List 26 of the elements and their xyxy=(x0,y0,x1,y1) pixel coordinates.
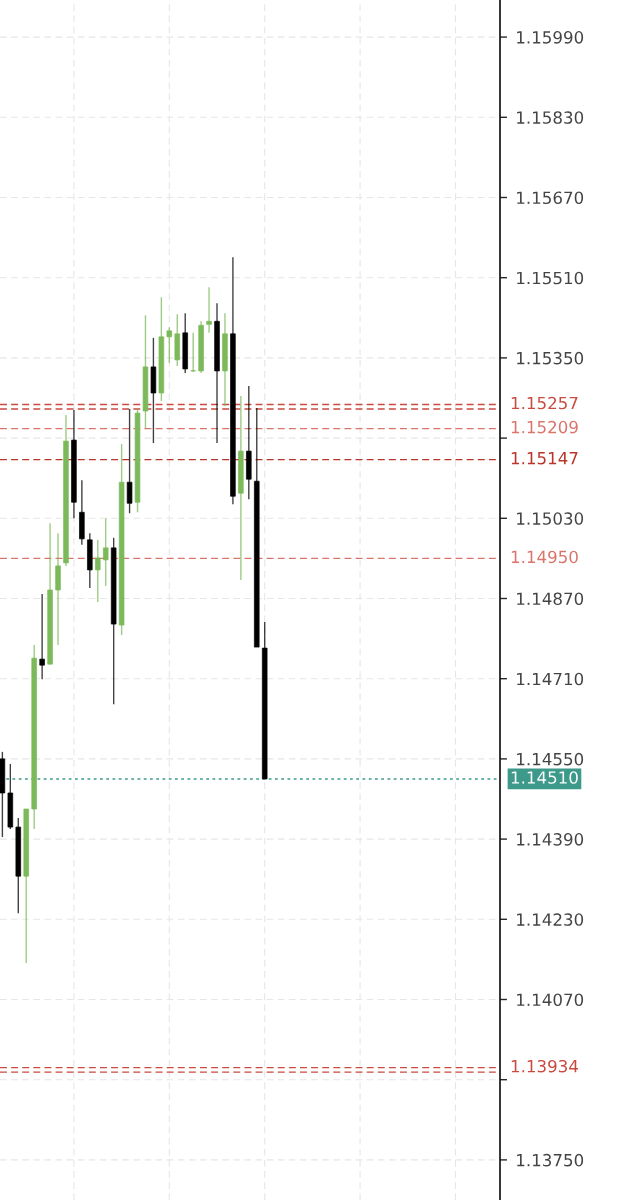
y-tick-label: 1.15830 xyxy=(517,111,584,124)
ref-line-label: 1.15257 xyxy=(511,396,578,410)
y-tick-label: 1.14550 xyxy=(517,752,584,766)
y-tick-label: 1.15670 xyxy=(517,191,584,205)
y-tick-label: 1.15030 xyxy=(517,512,584,525)
y-tick-label: 1.15350 xyxy=(517,351,584,365)
y-tick-label: 1.14230 xyxy=(517,913,584,926)
ref-line-label: 1.14510 xyxy=(511,771,578,784)
candlestick xyxy=(166,326,173,364)
ref-line-label: 1.15147 xyxy=(511,452,578,465)
ref-line-label: 1.14950 xyxy=(511,550,578,564)
ref-line-label: 1.13934 xyxy=(511,1059,578,1073)
candlestick xyxy=(126,408,133,514)
y-tick-label: 1.14070 xyxy=(517,993,584,1007)
y-tick-label: 1.15510 xyxy=(517,271,584,285)
y-tick-label: 1.14390 xyxy=(517,833,584,846)
y-tick-label: 1.14870 xyxy=(517,592,584,606)
y-tick-label: 1.15990 xyxy=(517,31,584,44)
candlestick xyxy=(95,539,101,603)
candlestick xyxy=(206,286,212,334)
y-tick-label: 1.13750 xyxy=(517,1153,584,1167)
candlestick xyxy=(102,517,109,587)
y-tick-label: 1.14710 xyxy=(517,672,584,686)
candlestick xyxy=(190,332,196,373)
candlestick xyxy=(39,593,45,680)
ref-line-label: 1.15209 xyxy=(511,420,578,434)
